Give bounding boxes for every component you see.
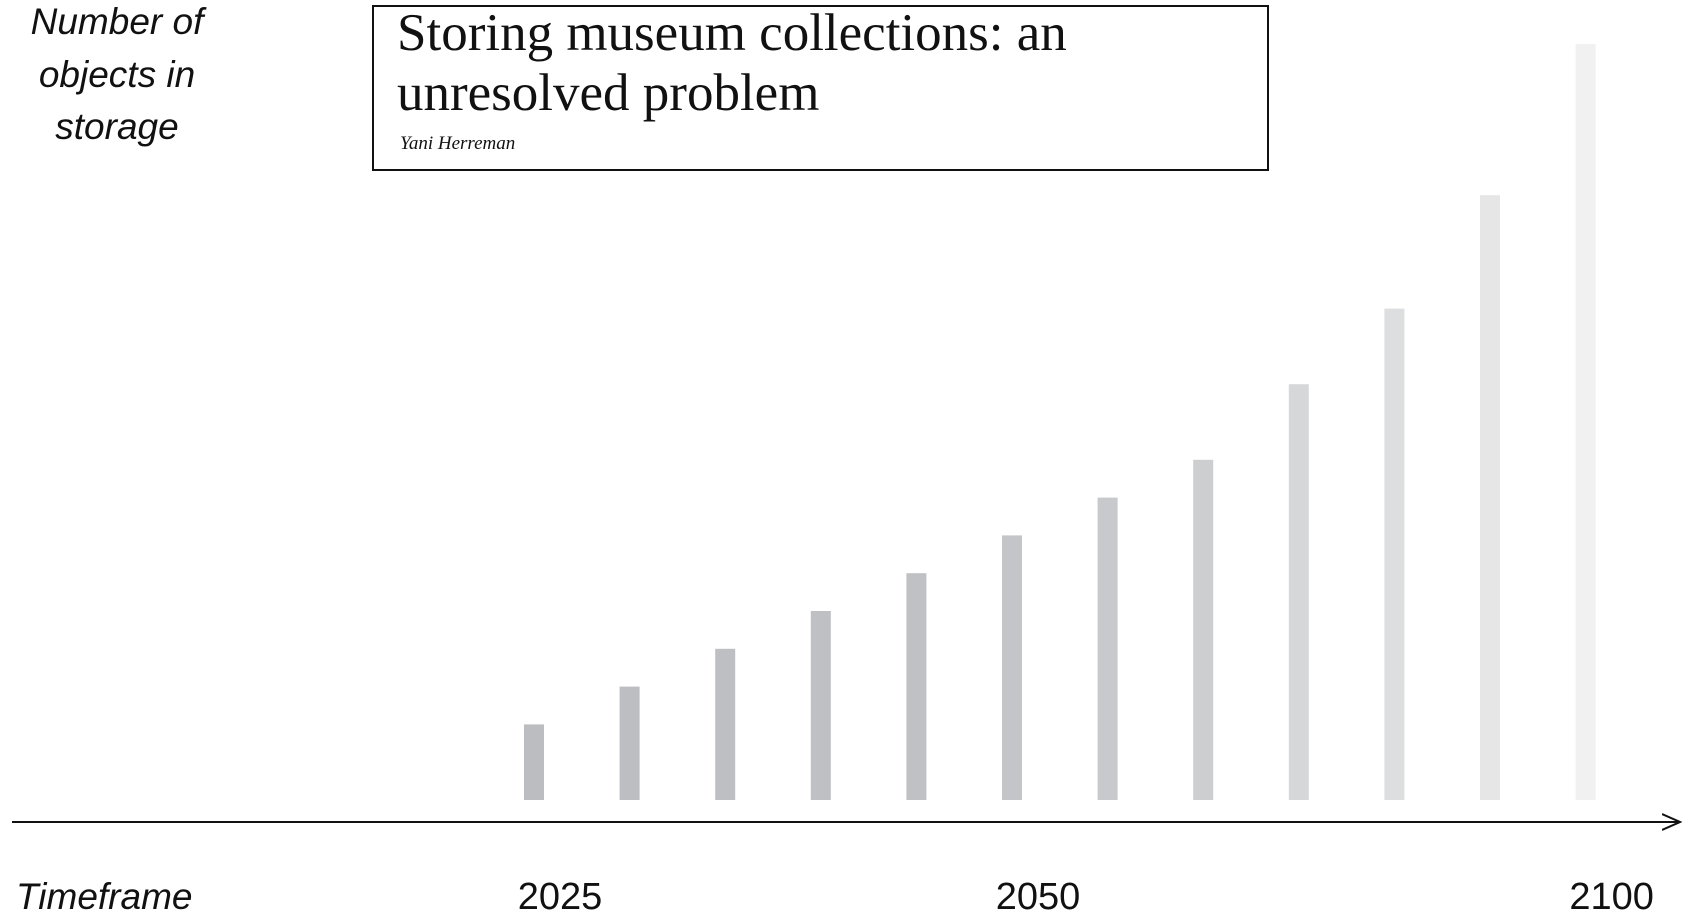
- x-tick-label-2: 2050: [996, 876, 1081, 917]
- y-axis-label: Number of objects in storage: [31, 1, 207, 147]
- bar-4: [810, 611, 831, 800]
- x-tick-labels: 2025 2050 2100: [518, 876, 1654, 917]
- bar-5: [906, 573, 927, 800]
- x-tick-label-3: 2100: [1569, 876, 1654, 917]
- y-axis-label-line-3: storage: [55, 106, 178, 147]
- bar-6: [1002, 535, 1022, 800]
- bar-3: [715, 648, 736, 800]
- bar-9: [1288, 384, 1309, 800]
- x-axis-label: Timeframe: [16, 876, 192, 917]
- y-axis-label-line-1: Number of: [31, 1, 207, 42]
- title-box: [372, 5, 1269, 171]
- article-title-line-1: Storing museum collections: an: [397, 4, 1067, 62]
- bar-12: [1575, 44, 1596, 800]
- bar-11: [1480, 195, 1500, 800]
- article-author: Yani Herreman: [400, 133, 515, 154]
- bar-7: [1097, 497, 1118, 800]
- x-tick-label-1: 2025: [518, 876, 603, 917]
- title-inset: Storing museum collections: an unresolve…: [372, 4, 1269, 171]
- bar-10: [1384, 308, 1405, 800]
- article-title-line-2: unresolved problem: [397, 64, 819, 122]
- bar-8: [1193, 459, 1214, 800]
- bar-1: [524, 724, 544, 800]
- y-axis-label-line-2: objects in: [39, 54, 195, 95]
- bar-series: [524, 44, 1596, 800]
- bar-2: [619, 686, 640, 800]
